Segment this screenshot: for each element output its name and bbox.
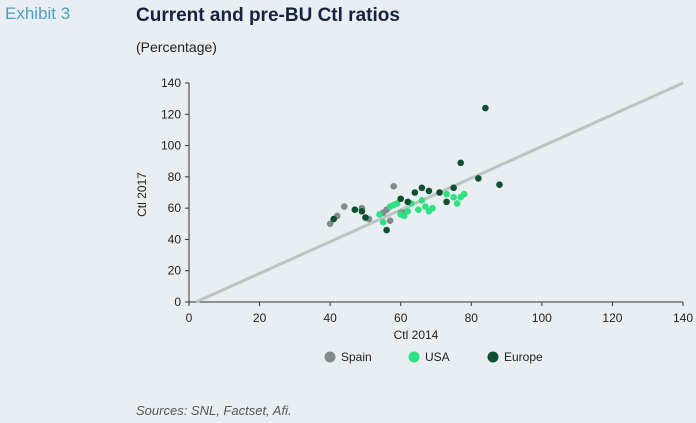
data-point	[330, 215, 337, 223]
data-point	[393, 200, 401, 207]
data-point	[376, 211, 383, 218]
x-tick-label: 40	[323, 311, 337, 325]
legend-label: Europe	[504, 350, 543, 364]
x-tick-label: 100	[532, 311, 552, 325]
data-point	[397, 195, 405, 203]
y-tick-label: 0	[174, 295, 181, 309]
data-point	[418, 197, 426, 204]
y-tick-label: 140	[161, 76, 181, 90]
data-point	[362, 214, 369, 221]
data-point	[475, 175, 482, 182]
legend-label: USA	[425, 350, 450, 364]
data-point	[383, 226, 390, 234]
data-point	[404, 207, 412, 215]
data-point	[358, 207, 366, 215]
data-point	[482, 104, 489, 112]
y-tick-label: 80	[168, 170, 182, 184]
y-tick-label: 120	[161, 107, 181, 121]
data-point	[429, 204, 436, 212]
data-point	[443, 190, 450, 198]
y-tick-label: 100	[161, 139, 181, 153]
data-point	[411, 189, 419, 196]
data-point	[400, 212, 408, 220]
data-point	[443, 198, 450, 206]
data-point	[415, 206, 422, 214]
y-axis-label: Ctl 2017	[135, 172, 149, 217]
legend-marker	[487, 351, 499, 363]
y-tick-label: 20	[168, 264, 182, 278]
axes: 0 20 40 60 80 100 120 140 0 20 40 60 80 100 120 140 Ctl …	[135, 76, 693, 342]
legend-marker	[324, 351, 336, 363]
x-axis-label: Ctl 2014	[394, 328, 439, 342]
legend: Spain USA Europe	[324, 350, 543, 364]
data-point	[340, 203, 348, 210]
data-point	[404, 198, 412, 206]
x-tick-label: 140	[673, 311, 693, 325]
chart-subtitle: (Percentage)	[136, 39, 217, 55]
data-point	[386, 217, 394, 224]
x-tick-label: 80	[465, 311, 479, 325]
data-point	[453, 200, 461, 207]
y-tick-label: 60	[168, 201, 182, 215]
x-tick-label: 120	[602, 311, 622, 325]
data-point	[422, 203, 429, 210]
legend-item-usa: USA	[408, 350, 450, 364]
data-point	[436, 189, 443, 196]
data-point	[418, 184, 426, 192]
data-point	[379, 218, 387, 226]
x-tick-label: 20	[253, 311, 267, 325]
data-point	[450, 184, 457, 192]
data-point	[351, 206, 359, 214]
x-tick-label: 0	[186, 311, 193, 325]
legend-label: Spain	[341, 350, 372, 364]
x-tick-label: 60	[394, 311, 408, 325]
legend-marker	[408, 351, 420, 363]
data-point	[390, 182, 397, 190]
data-point	[496, 181, 503, 188]
data-point	[457, 159, 465, 167]
source-note: Sources: SNL, Factset, Afi.	[136, 403, 292, 418]
chart-title: Current and pre-BU Ctl ratios	[136, 5, 400, 26]
exhibit-label: Exhibit 3	[5, 4, 71, 23]
data-point	[425, 187, 433, 195]
legend-item-europe: Europe	[487, 350, 543, 364]
data-point	[450, 193, 457, 201]
data-points	[326, 104, 503, 234]
legend-item-spain: Spain	[324, 350, 372, 364]
data-point	[460, 190, 468, 198]
data-point	[326, 220, 334, 228]
y-tick-label: 40	[168, 232, 182, 246]
series-europe	[330, 104, 503, 234]
